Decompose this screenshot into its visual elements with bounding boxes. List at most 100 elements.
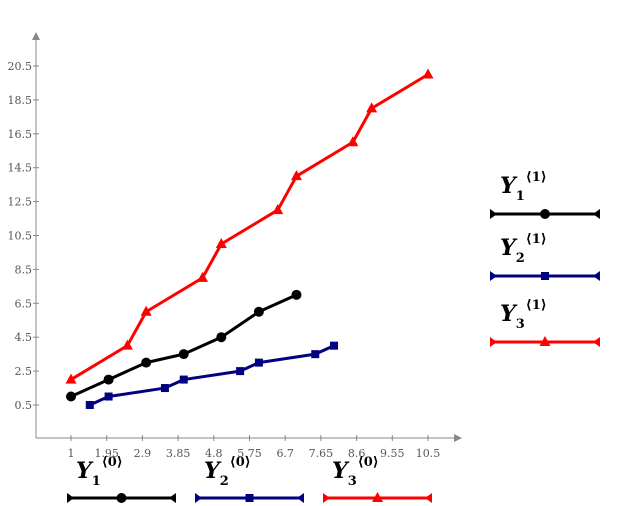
legend-marker: [540, 209, 550, 219]
y-tick-label: 18.5: [8, 94, 33, 107]
data-point: [236, 367, 245, 376]
x-tick-label: 8.6: [348, 447, 366, 460]
legend-label-base: Y: [76, 458, 94, 484]
x-legend-y1: Y1⟨0⟩: [67, 455, 176, 503]
data-point: [216, 332, 227, 343]
x-tick-label: 6.7: [276, 447, 294, 460]
x-legend-y3: Y3⟨0⟩: [323, 455, 432, 503]
x-tick-label: 4.8: [205, 447, 223, 460]
x-tick-label: 5.75: [237, 447, 262, 460]
data-point: [366, 102, 378, 113]
legend-label-subscript: 1: [92, 474, 101, 489]
legend-marker: [245, 494, 254, 502]
x-tick-label: 7.65: [309, 447, 334, 460]
legend-end-cap: [169, 493, 176, 503]
legend-label-base: Y: [332, 458, 350, 484]
x-legend-label: Y3⟨0⟩: [332, 455, 379, 489]
legend-sample: [323, 492, 432, 503]
y-axis-legend: Y1⟨1⟩Y2⟨1⟩Y3⟨1⟩: [490, 170, 600, 347]
y-tick-label: 2.5: [15, 365, 33, 378]
data-point: [330, 341, 339, 350]
y-tick-label: 6.5: [15, 297, 33, 310]
legend-start-cap: [490, 337, 497, 347]
legend-label-superscript: ⟨1⟩: [526, 232, 547, 247]
y-legend-y2: Y2⟨1⟩: [490, 232, 600, 281]
x-tick-label: 3.85: [166, 447, 191, 460]
legend-label-superscript: ⟨0⟩: [230, 455, 251, 470]
legend-start-cap: [490, 209, 497, 219]
y-tick-label: 16.5: [8, 128, 33, 141]
y-tick-label: 4.5: [15, 331, 33, 344]
legend-label-superscript: ⟨1⟩: [526, 170, 547, 185]
series-y2: [85, 341, 339, 409]
data-point: [141, 357, 152, 368]
series-layer: [65, 68, 434, 409]
series-y3: [65, 68, 434, 384]
data-point: [197, 271, 209, 282]
x-tick-label: 2.9: [134, 447, 152, 460]
legend-sample: [490, 271, 600, 281]
legend-start-cap: [323, 493, 330, 503]
data-point: [103, 374, 114, 385]
data-point: [140, 305, 152, 316]
data-point: [104, 392, 113, 401]
legend-label-subscript: 2: [516, 251, 525, 266]
legend-sample: [195, 493, 304, 503]
data-point: [65, 373, 77, 384]
series-y1: [66, 289, 302, 402]
legend-start-cap: [490, 271, 497, 281]
data-point: [254, 358, 263, 367]
legend-label-subscript: 1: [516, 189, 525, 204]
data-point: [160, 384, 169, 393]
legend-end-cap: [593, 271, 600, 281]
y-tick-label: 14.5: [8, 162, 33, 175]
y-tick-label: 10.5: [8, 230, 33, 243]
legend-label-subscript: 2: [220, 474, 229, 489]
y-legend-label: Y2⟨1⟩: [500, 232, 547, 266]
legend-end-cap: [297, 493, 304, 503]
legend-label-base: Y: [500, 235, 518, 261]
data-point: [272, 204, 284, 215]
data-point: [215, 237, 227, 248]
legend-end-cap: [425, 493, 432, 503]
legend-marker: [116, 493, 127, 503]
data-point: [291, 289, 302, 300]
x-tick-labels: 1 1.95 2.9 3.85 4.8 5.75 6.7 7.65 8.6 9.55 10.5: [68, 435, 441, 460]
legend-label-superscript: ⟨1⟩: [526, 298, 547, 313]
x-tick-label: 1.95: [94, 447, 119, 460]
legend-end-cap: [593, 209, 600, 219]
y-axis-arrow: [32, 32, 40, 40]
legend-label-superscript: ⟨0⟩: [102, 455, 123, 470]
series-line: [89, 344, 335, 407]
data-point: [121, 339, 133, 350]
data-point: [422, 68, 434, 79]
series-line: [70, 73, 429, 381]
legend-label-subscript: 3: [348, 474, 357, 489]
legend-start-cap: [195, 493, 202, 503]
legend-sample: [67, 493, 176, 503]
y-legend-y3: Y3⟨1⟩: [490, 298, 600, 347]
legend-start-cap: [67, 493, 74, 503]
y-tick-label: 0.5: [15, 399, 33, 412]
x-tick-label: 10.5: [416, 447, 441, 460]
x-legend-y2: Y2⟨0⟩: [195, 455, 304, 503]
data-point: [311, 350, 320, 359]
x-legend-label: Y1⟨0⟩: [76, 455, 123, 489]
data-point: [66, 391, 76, 402]
x-tick-label: 1: [68, 447, 75, 460]
data-point: [85, 401, 94, 409]
legend-sample: [490, 336, 600, 347]
y-legend-label: Y3⟨1⟩: [500, 298, 547, 332]
legend-marker: [541, 272, 549, 280]
legend-end-cap: [593, 337, 600, 347]
legend-label-superscript: ⟨0⟩: [358, 455, 379, 470]
x-axis-arrow: [454, 434, 462, 442]
data-point: [290, 170, 302, 181]
legend-sample: [490, 209, 600, 219]
legend-label-base: Y: [500, 173, 518, 199]
x-axis-legend: Y1⟨0⟩ Y2⟨0⟩ Y3⟨0⟩: [67, 455, 432, 503]
y-tick-label: 8.5: [15, 263, 33, 276]
y-legend-label: Y1⟨1⟩: [500, 170, 547, 204]
x-tick-label: 9.55: [380, 447, 405, 460]
